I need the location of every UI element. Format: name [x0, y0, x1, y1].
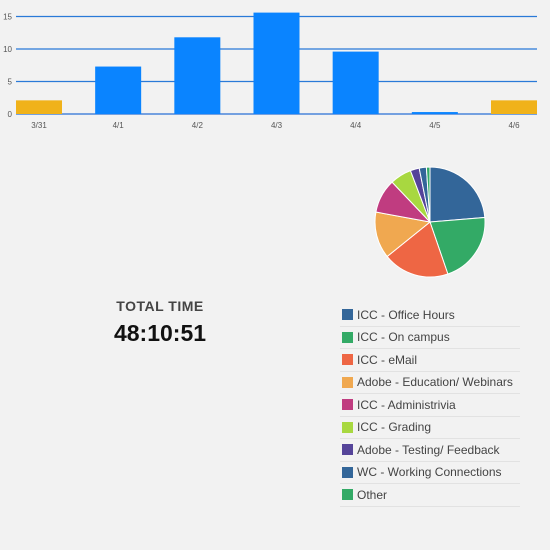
legend-item[interactable]: ICC - eMail [340, 349, 520, 372]
pie-slice[interactable] [429, 216, 486, 275]
legend-item[interactable]: WC - Working Connections [340, 462, 520, 484]
legend-item[interactable]: ICC - Administrivia [340, 394, 520, 417]
legend-swatch [342, 309, 353, 321]
y-tick-label: 0 [8, 110, 13, 119]
pie-legend: ICC - Office Hours ICC - On campus ICC - e… [340, 304, 520, 507]
legend-label: Adobe - Testing/ Feedback [357, 442, 500, 457]
legend-label: ICC - Grading [357, 420, 432, 435]
legend-swatch [342, 376, 353, 388]
x-tick-label: 4/6 [508, 121, 520, 130]
legend-label: ICC - Office Hours [357, 307, 455, 322]
legend-swatch [342, 489, 353, 501]
legend-label: ICC - On campus [357, 330, 450, 345]
legend-item[interactable]: Adobe - Testing/ Feedback [340, 439, 520, 462]
y-tick-label: 10 [3, 45, 12, 54]
legend-item[interactable]: ICC - Office Hours [340, 304, 520, 327]
legend-swatch [342, 399, 353, 411]
legend-label: WC - Working Connections [357, 465, 502, 480]
x-tick-label: 4/2 [192, 121, 204, 130]
x-tick-label: 4/1 [113, 121, 125, 130]
y-tick-label: 15 [3, 13, 12, 22]
legend-label: ICC - Administrivia [357, 397, 456, 412]
legend-item[interactable]: Adobe - Education/ Webinars [340, 372, 520, 394]
x-tick-label: 4/5 [429, 121, 441, 130]
category-pie-chart [374, 166, 486, 278]
bar-4-5[interactable] [411, 112, 458, 114]
legend-item[interactable]: ICC - On campus [340, 327, 520, 349]
total-time-panel: TOTAL TIME 48:10:51 [60, 298, 260, 347]
legend-swatch [342, 421, 353, 433]
legend-label: ICC - eMail [357, 352, 418, 367]
legend-item[interactable]: Other [340, 484, 520, 507]
legend-label: Adobe - Education/ Webinars [357, 375, 513, 390]
x-tick-label: 3/31 [31, 121, 47, 130]
bar-4-3[interactable] [253, 12, 300, 115]
bar-3-31[interactable] [16, 100, 62, 114]
pie-slice[interactable] [429, 166, 486, 223]
bar-4-4[interactable] [332, 51, 379, 114]
x-tick-label: 4/4 [350, 121, 362, 130]
total-time-value: 48:10:51 [113, 320, 207, 346]
legend-swatch [342, 354, 353, 366]
legend-item[interactable]: ICC - Grading [340, 417, 520, 439]
legend-label: Other [357, 487, 388, 502]
bar-4-2[interactable] [174, 37, 221, 114]
x-tick-label: 4/3 [271, 121, 283, 130]
legend-swatch [342, 331, 353, 343]
bar-4-6[interactable] [491, 100, 537, 114]
daily-hours-bar-chart: 0 5 10 15 3/31 4/1 4/2 4/3 4/4 4/5 4/6 [3, 12, 537, 130]
pie-slice[interactable] [386, 221, 449, 278]
legend-swatch [342, 466, 353, 478]
pie-slice[interactable] [425, 166, 431, 223]
total-time-label: TOTAL TIME [116, 298, 204, 314]
legend-swatch [342, 444, 353, 456]
y-tick-label: 5 [8, 78, 13, 87]
bar-4-1[interactable] [95, 66, 142, 114]
